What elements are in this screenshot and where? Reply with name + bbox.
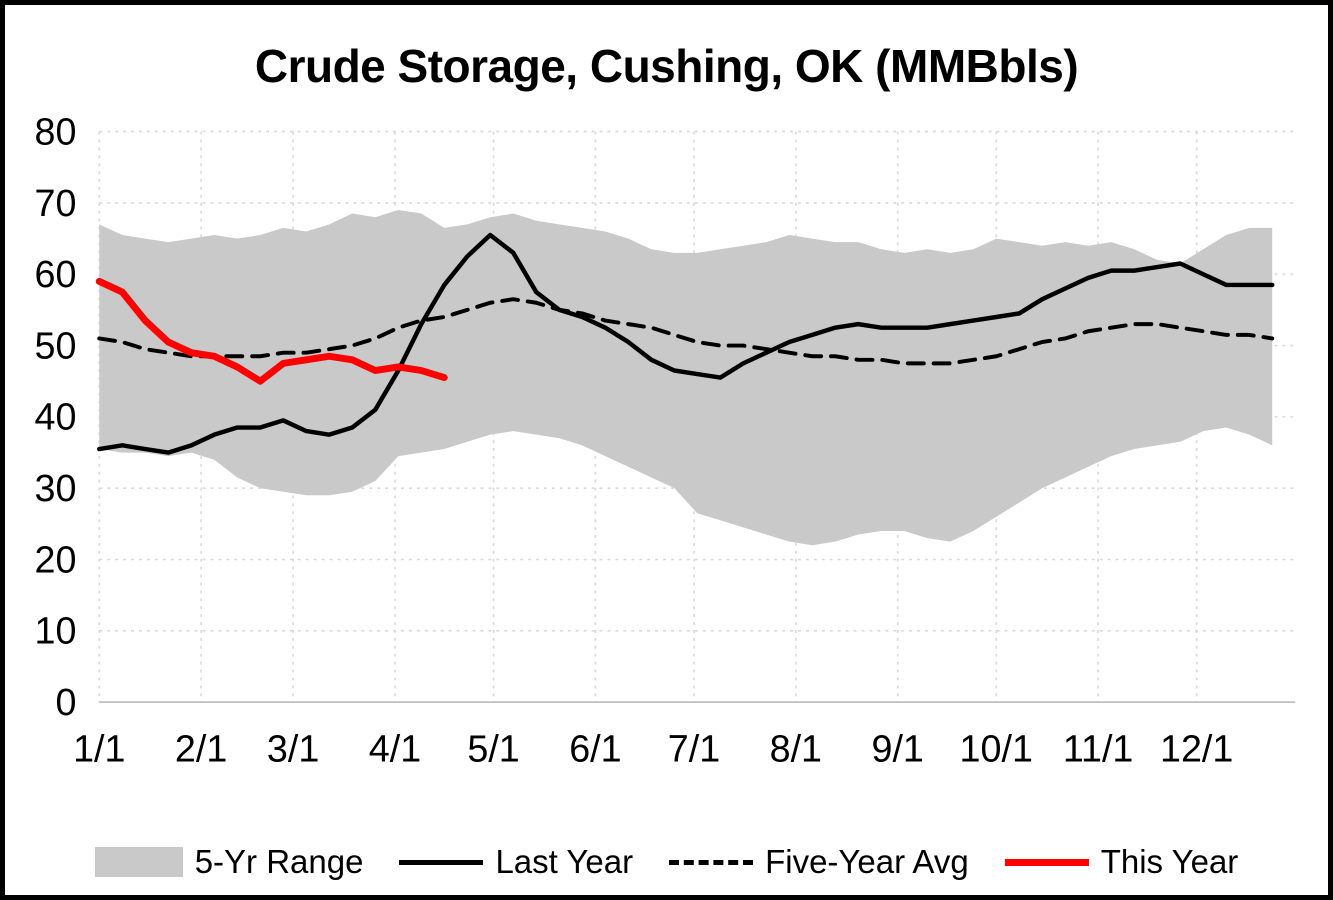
range-swatch [94, 847, 183, 877]
x-axis-tick-label: 5/1 [467, 728, 519, 770]
x-axis-tick-label: 1/1 [73, 728, 125, 770]
y-axis-tick-label: 40 [35, 396, 77, 438]
x-axis-tick-label: 3/1 [267, 728, 319, 770]
x-axis-tick-label: 6/1 [569, 728, 621, 770]
y-axis-tick-label: 0 [55, 681, 76, 723]
x-axis-tick-label: 2/1 [175, 728, 227, 770]
legend-label-five-year-avg: Five-Year Avg [765, 843, 969, 880]
legend-item-five-year-avg: Five-Year Avg [669, 843, 969, 881]
this-year-line [95, 277, 448, 385]
five-year-range-band [99, 209, 1273, 546]
legend-label-range: 5-Yr Range [194, 843, 364, 880]
five-year-avg-line [97, 297, 1275, 366]
x-axis-tick-label: 10/1 [960, 728, 1033, 770]
x-axis-tick-label: 8/1 [770, 728, 822, 770]
legend: 5-Yr Range Last Year Five-Year Avg This … [5, 843, 1328, 881]
y-axis-tick-label: 70 [35, 182, 77, 224]
this-year-swatch [1004, 858, 1089, 866]
x-axis-tick-label: 7/1 [668, 728, 720, 770]
x-axis-tick-label: 9/1 [871, 728, 923, 770]
legend-item-last-year: Last Year [399, 843, 633, 881]
y-axis-tick-label: 80 [35, 110, 77, 152]
y-axis-tick-label: 30 [35, 467, 77, 509]
y-axis-tick-label: 60 [35, 253, 77, 295]
y-axis-tick-label: 10 [35, 610, 77, 652]
five-year-avg-swatch [669, 859, 754, 865]
x-axis-tick-label: 12/1 [1160, 728, 1233, 770]
legend-label-last-year: Last Year [495, 843, 634, 880]
y-axis-tick-label: 20 [35, 538, 77, 580]
legend-item-range: 5-Yr Range [94, 843, 364, 881]
legend-item-this-year: This Year [1004, 843, 1239, 881]
last-year-line [97, 232, 1275, 455]
legend-label-this-year: This Year [1100, 843, 1239, 880]
chart-title: Crude Storage, Cushing, OK (MMBbls) [254, 40, 1079, 92]
y-axis-tick-label: 50 [35, 324, 77, 366]
x-axis-tick-label: 11/1 [1063, 728, 1134, 770]
x-axis-tick-label: 4/1 [369, 728, 421, 770]
last-year-swatch [399, 859, 484, 865]
crude-storage-chart: 0 10 20 30 40 50 60 70 80 1/1 2/1 3/1 4/1 5/1 6/1 7/1 8/… [35, 110, 1296, 770]
